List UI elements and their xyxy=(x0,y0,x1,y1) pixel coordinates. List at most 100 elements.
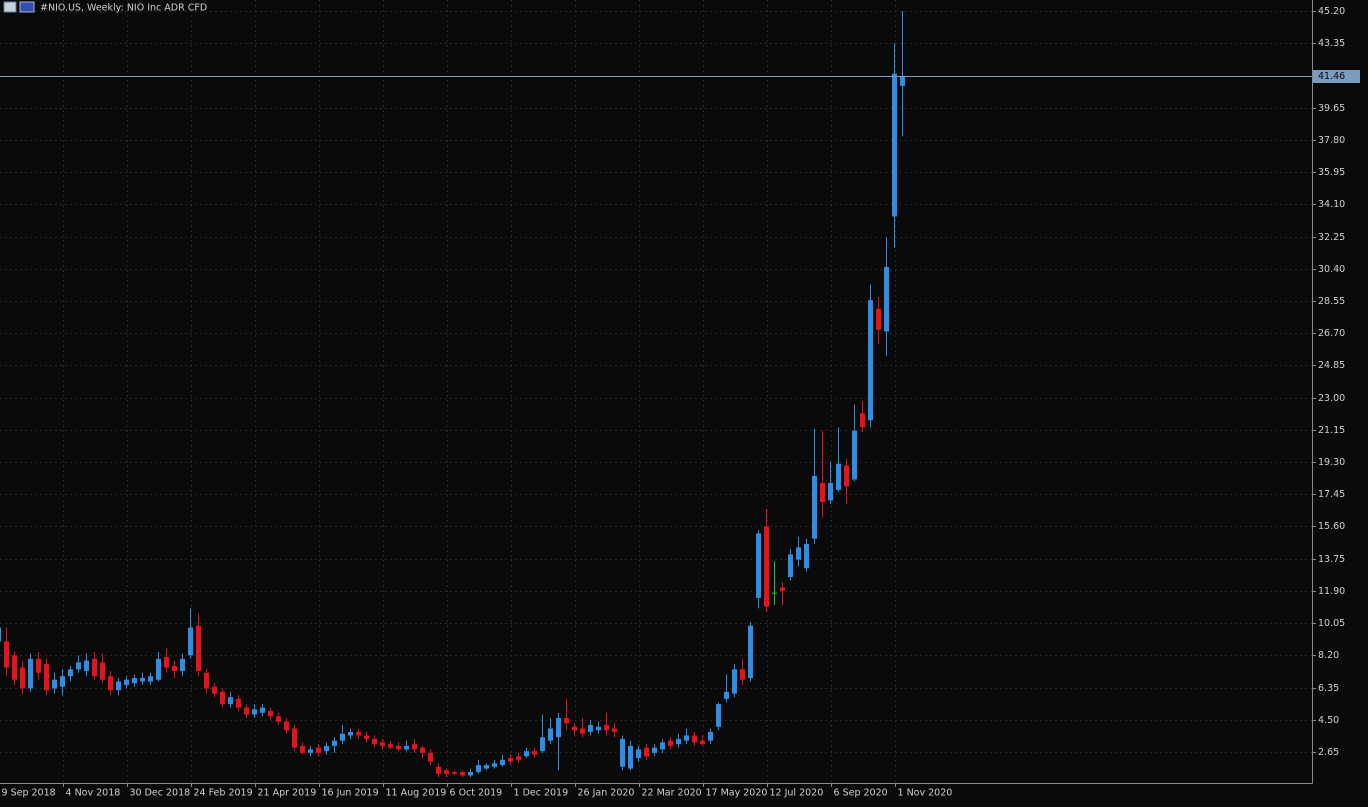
candle-body xyxy=(268,711,273,717)
candle-body xyxy=(508,758,513,762)
candle-body xyxy=(20,667,25,689)
candle-body xyxy=(588,725,593,732)
x-tick-label: 9 Sep 2018 xyxy=(2,788,56,799)
candle-body xyxy=(60,676,65,687)
candle-body xyxy=(204,672,209,689)
y-tick-label: 35.95 xyxy=(1318,167,1345,178)
candle-body xyxy=(372,738,377,745)
y-tick-label: 21.15 xyxy=(1318,425,1345,436)
candle-body xyxy=(396,745,401,750)
candle-body xyxy=(300,745,305,753)
y-tick-label: 34.10 xyxy=(1318,199,1345,210)
candle-body xyxy=(148,676,153,682)
x-tick-label: 6 Oct 2019 xyxy=(450,788,503,799)
candle-body xyxy=(652,747,657,753)
icon xyxy=(3,1,17,13)
candle-body xyxy=(100,662,105,680)
x-tick-label: 24 Feb 2019 xyxy=(194,788,253,799)
candle-body xyxy=(748,625,753,678)
candle-body xyxy=(4,641,9,668)
candle-body xyxy=(108,676,113,691)
candle-body xyxy=(44,664,49,691)
candle-body xyxy=(412,744,417,750)
y-tick-label: 17.45 xyxy=(1318,489,1345,500)
candle-body xyxy=(492,763,497,767)
candle-body xyxy=(612,728,617,732)
candle-body xyxy=(28,658,33,689)
x-tick-label: 17 May 2020 xyxy=(706,788,768,799)
candle-body xyxy=(388,744,393,748)
candle-body xyxy=(140,677,145,682)
y-tick-label: 43.35 xyxy=(1318,38,1345,49)
candle-body xyxy=(740,669,745,680)
y-tick-label: 39.65 xyxy=(1318,103,1345,114)
candle-body xyxy=(796,547,801,560)
candle-body xyxy=(36,658,41,673)
candle-body xyxy=(380,742,385,746)
candle-body xyxy=(444,770,449,774)
y-tick-label: 37.80 xyxy=(1318,135,1345,146)
candle-body xyxy=(348,731,353,736)
y-tick-label: 15.60 xyxy=(1318,521,1345,532)
y-tick-label: 28.55 xyxy=(1318,296,1345,307)
y-tick-label: 4.50 xyxy=(1318,715,1339,726)
candle-body xyxy=(460,772,465,776)
candle-body xyxy=(700,740,705,745)
candle-body xyxy=(724,691,729,699)
candle-body xyxy=(844,465,849,487)
y-tick-label: 13.75 xyxy=(1318,554,1345,565)
candle-body xyxy=(692,735,697,743)
x-tick-label: 26 Jan 2020 xyxy=(578,788,635,799)
candle-body xyxy=(892,73,897,217)
candle-body xyxy=(532,751,537,755)
candle-body xyxy=(196,625,201,672)
chart-title: #NIO.US, Weekly: NIO Inc ADR CFD xyxy=(40,3,207,14)
x-tick-label: 22 Mar 2020 xyxy=(642,788,702,799)
candle-body xyxy=(900,76,905,86)
candle-body xyxy=(116,681,121,691)
candle-body xyxy=(68,669,73,677)
y-tick-label: 19.30 xyxy=(1318,457,1345,468)
candle-body xyxy=(772,592,777,594)
candle-body xyxy=(716,704,721,727)
y-tick-label: 6.35 xyxy=(1318,683,1339,694)
candle-body xyxy=(0,627,1,642)
candle-body xyxy=(292,728,297,748)
candle-body xyxy=(92,658,97,677)
candle-body xyxy=(236,698,241,708)
candle-body xyxy=(636,749,641,759)
x-tick-label: 11 Aug 2019 xyxy=(386,788,447,799)
candle-body xyxy=(364,735,369,739)
candle-body xyxy=(220,691,225,705)
candle-body xyxy=(596,726,601,731)
candle-body xyxy=(228,697,233,705)
candle-body xyxy=(428,752,433,762)
candle-body xyxy=(484,765,489,769)
candle-body xyxy=(788,554,793,577)
candle-body xyxy=(684,735,689,741)
candle-body xyxy=(708,731,713,741)
y-tick-label: 32.25 xyxy=(1318,232,1345,243)
candle-body xyxy=(676,738,681,745)
x-tick-label: 4 Nov 2018 xyxy=(66,788,121,799)
x-tick-label: 1 Nov 2020 xyxy=(898,788,953,799)
candle-body xyxy=(324,745,329,752)
candle-body xyxy=(468,772,473,776)
x-tick-label: 12 Jul 2020 xyxy=(770,788,824,799)
flag-icon xyxy=(19,1,35,13)
x-tick-label: 6 Sep 2020 xyxy=(834,788,888,799)
candle-body xyxy=(356,731,361,736)
candle-body xyxy=(668,740,673,746)
y-tick-label: 2.65 xyxy=(1318,747,1339,758)
candle-body xyxy=(436,766,441,774)
candle-body xyxy=(76,662,81,670)
candle-body xyxy=(308,749,313,753)
candle-body xyxy=(316,747,321,753)
price-label: 41.46 xyxy=(1318,71,1345,82)
candle-body xyxy=(404,745,409,750)
y-tick-label: 10.05 xyxy=(1318,618,1345,629)
candle-body xyxy=(660,742,665,750)
